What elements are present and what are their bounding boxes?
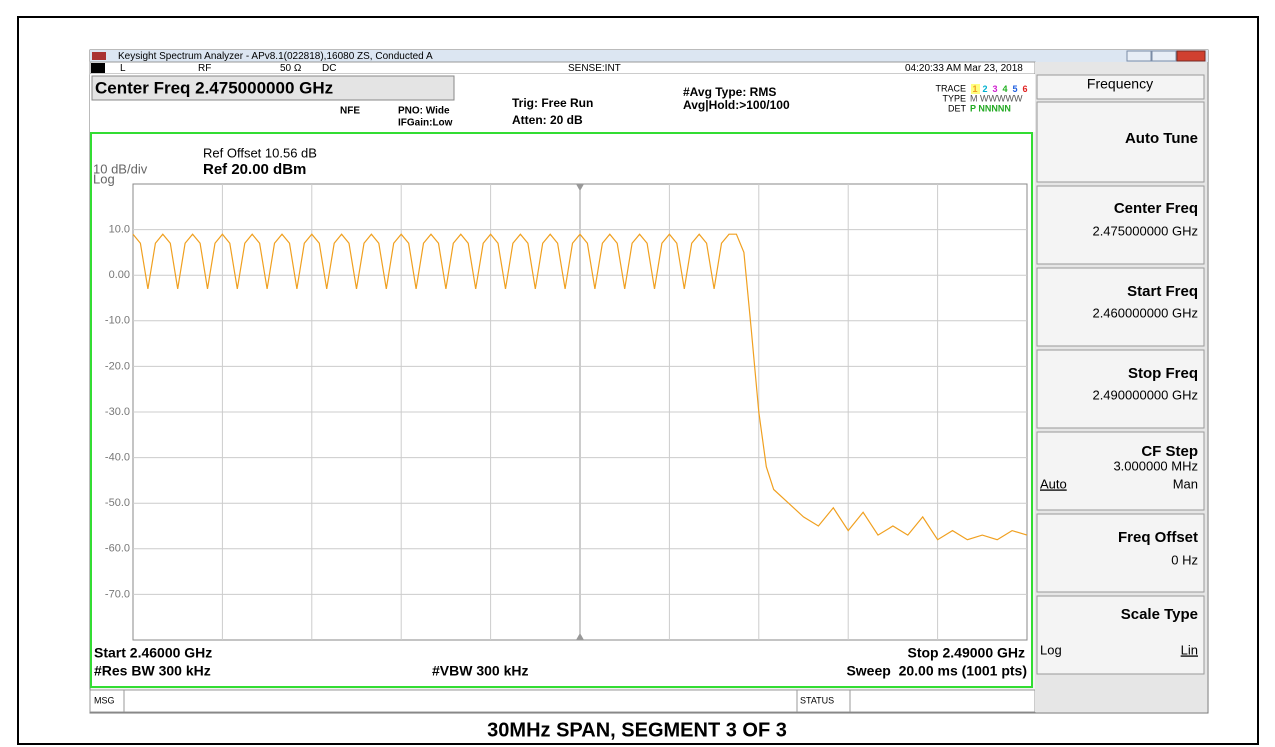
softkey-label: Stop Freq bbox=[1128, 365, 1198, 382]
sweep: Sweep 20.00 ms (1001 pts) bbox=[846, 663, 1027, 679]
scale: 10 dB/div bbox=[93, 161, 148, 176]
center-marker-bottom bbox=[576, 633, 584, 640]
menu-title: Frequency bbox=[1087, 76, 1153, 92]
softkey-value: 3.000000 MHz bbox=[1113, 458, 1198, 473]
scale-type: Log bbox=[93, 171, 115, 186]
trace-number: 1 bbox=[972, 84, 977, 94]
input: RF bbox=[198, 63, 211, 74]
softkey[interactable] bbox=[1036, 185, 1205, 265]
trace-number: 4 bbox=[1002, 84, 1007, 94]
atten: Atten: 20 dB bbox=[512, 113, 583, 127]
trace-number: 5 bbox=[1012, 84, 1017, 94]
mode: L bbox=[120, 63, 126, 74]
impedance: 50 Ω bbox=[280, 63, 302, 74]
y-tick-label: -60.0 bbox=[105, 543, 130, 555]
softkey-value: 2.460000000 GHz bbox=[1092, 305, 1198, 320]
minimize-button[interactable] bbox=[1126, 50, 1152, 62]
trace-number: 3 bbox=[992, 84, 997, 94]
y-tick-label: -70.0 bbox=[105, 588, 130, 600]
lxi-icon bbox=[91, 63, 105, 73]
ref-offset: Ref Offset 10.56 dB bbox=[203, 145, 317, 160]
nfe: NFE bbox=[340, 106, 360, 117]
type-label: TYPE bbox=[942, 93, 966, 103]
log-option[interactable]: Log bbox=[1040, 642, 1062, 657]
trace-highlight bbox=[971, 84, 980, 94]
title-bar bbox=[90, 50, 1208, 62]
softkey[interactable] bbox=[1036, 513, 1205, 593]
softkey-label: CF Step bbox=[1141, 443, 1198, 460]
y-tick-label: -20.0 bbox=[105, 360, 130, 372]
trace-number: 2 bbox=[982, 84, 987, 94]
restore-button[interactable] bbox=[1151, 50, 1177, 62]
center-marker-top bbox=[576, 184, 584, 191]
avg-type: #Avg Type: RMS bbox=[683, 85, 776, 99]
type-values: M WWWWW bbox=[970, 93, 1023, 103]
softkey-value: 2.490000000 GHz bbox=[1092, 387, 1198, 402]
man-option[interactable]: Man bbox=[1173, 476, 1198, 491]
y-tick-label: 0.00 bbox=[109, 269, 130, 281]
softkey[interactable] bbox=[1036, 101, 1205, 183]
softkey[interactable] bbox=[1036, 595, 1205, 675]
y-tick-label: -30.0 bbox=[105, 406, 130, 418]
softkey-label: Start Freq bbox=[1127, 283, 1198, 300]
softkey-label: Center Freq bbox=[1114, 200, 1198, 217]
status-row bbox=[89, 61, 1036, 75]
bottom-bar bbox=[89, 689, 1036, 713]
trace-number: 6 bbox=[1022, 84, 1027, 94]
plot: 1 2 3 4 5 6 10.0 0.00 -10.0 -20.0 -30.0 -40.0 -50.0 -… bbox=[105, 84, 1028, 641]
trace-label: TRACE bbox=[935, 83, 966, 93]
app-icon bbox=[92, 52, 106, 60]
graph-area bbox=[90, 132, 1033, 688]
softkey-label: Freq Offset bbox=[1118, 529, 1198, 546]
softkey[interactable] bbox=[1036, 267, 1205, 347]
trace bbox=[132, 233, 1028, 541]
status-cell bbox=[796, 689, 851, 713]
close-button[interactable] bbox=[1176, 50, 1206, 62]
avg-hold: Avg|Hold:>100/100 bbox=[683, 98, 790, 112]
stop-freq: Stop 2.49000 GHz bbox=[908, 645, 1026, 661]
pno: PNO: Wide bbox=[398, 106, 450, 117]
menu-header bbox=[1036, 74, 1205, 100]
start-freq: Start 2.46000 GHz bbox=[94, 645, 212, 661]
window-title: Keysight Spectrum Analyzer - APv8.1(0228… bbox=[118, 51, 433, 62]
coupling: DC bbox=[322, 63, 336, 74]
res-bw: #Res BW 300 kHz bbox=[94, 663, 211, 679]
auto-option[interactable]: Auto bbox=[1040, 476, 1067, 491]
outer-border bbox=[17, 16, 1259, 745]
y-tick-label: -40.0 bbox=[105, 452, 130, 464]
status: STATUS bbox=[800, 695, 834, 705]
ref-level: Ref 20.00 dBm bbox=[203, 161, 306, 178]
caption: 30MHz SPAN, SEGMENT 3 OF 3 bbox=[487, 719, 787, 741]
softkey-value: 0 Hz bbox=[1171, 552, 1198, 567]
y-tick-label: -50.0 bbox=[105, 497, 130, 509]
det-label: DET bbox=[948, 103, 967, 113]
det-values: P NNNNN bbox=[970, 103, 1011, 113]
y-tick-label: -10.0 bbox=[105, 315, 130, 327]
softkey-value: 2.475000000 GHz bbox=[1092, 223, 1198, 238]
lin-option[interactable]: Lin bbox=[1181, 642, 1198, 657]
softkey-label: Scale Type bbox=[1121, 606, 1198, 623]
softkey[interactable] bbox=[1036, 349, 1205, 429]
ifgain: IFGain:Low bbox=[398, 118, 453, 129]
center-freq-box bbox=[91, 75, 455, 101]
center-freq: Center Freq 2.475000000 GHz bbox=[95, 78, 333, 97]
softkey-label: Auto Tune bbox=[1125, 130, 1198, 147]
msg: MSG bbox=[94, 695, 115, 705]
y-tick-label: 10.0 bbox=[109, 224, 130, 236]
softkey[interactable] bbox=[1036, 431, 1205, 511]
vbw: #VBW 300 kHz bbox=[432, 663, 528, 679]
trig: Trig: Free Run bbox=[512, 96, 593, 110]
timestamp: 04:20:33 AM Mar 23, 2018 bbox=[905, 63, 1023, 74]
sense: SENSE:INT bbox=[568, 63, 621, 74]
